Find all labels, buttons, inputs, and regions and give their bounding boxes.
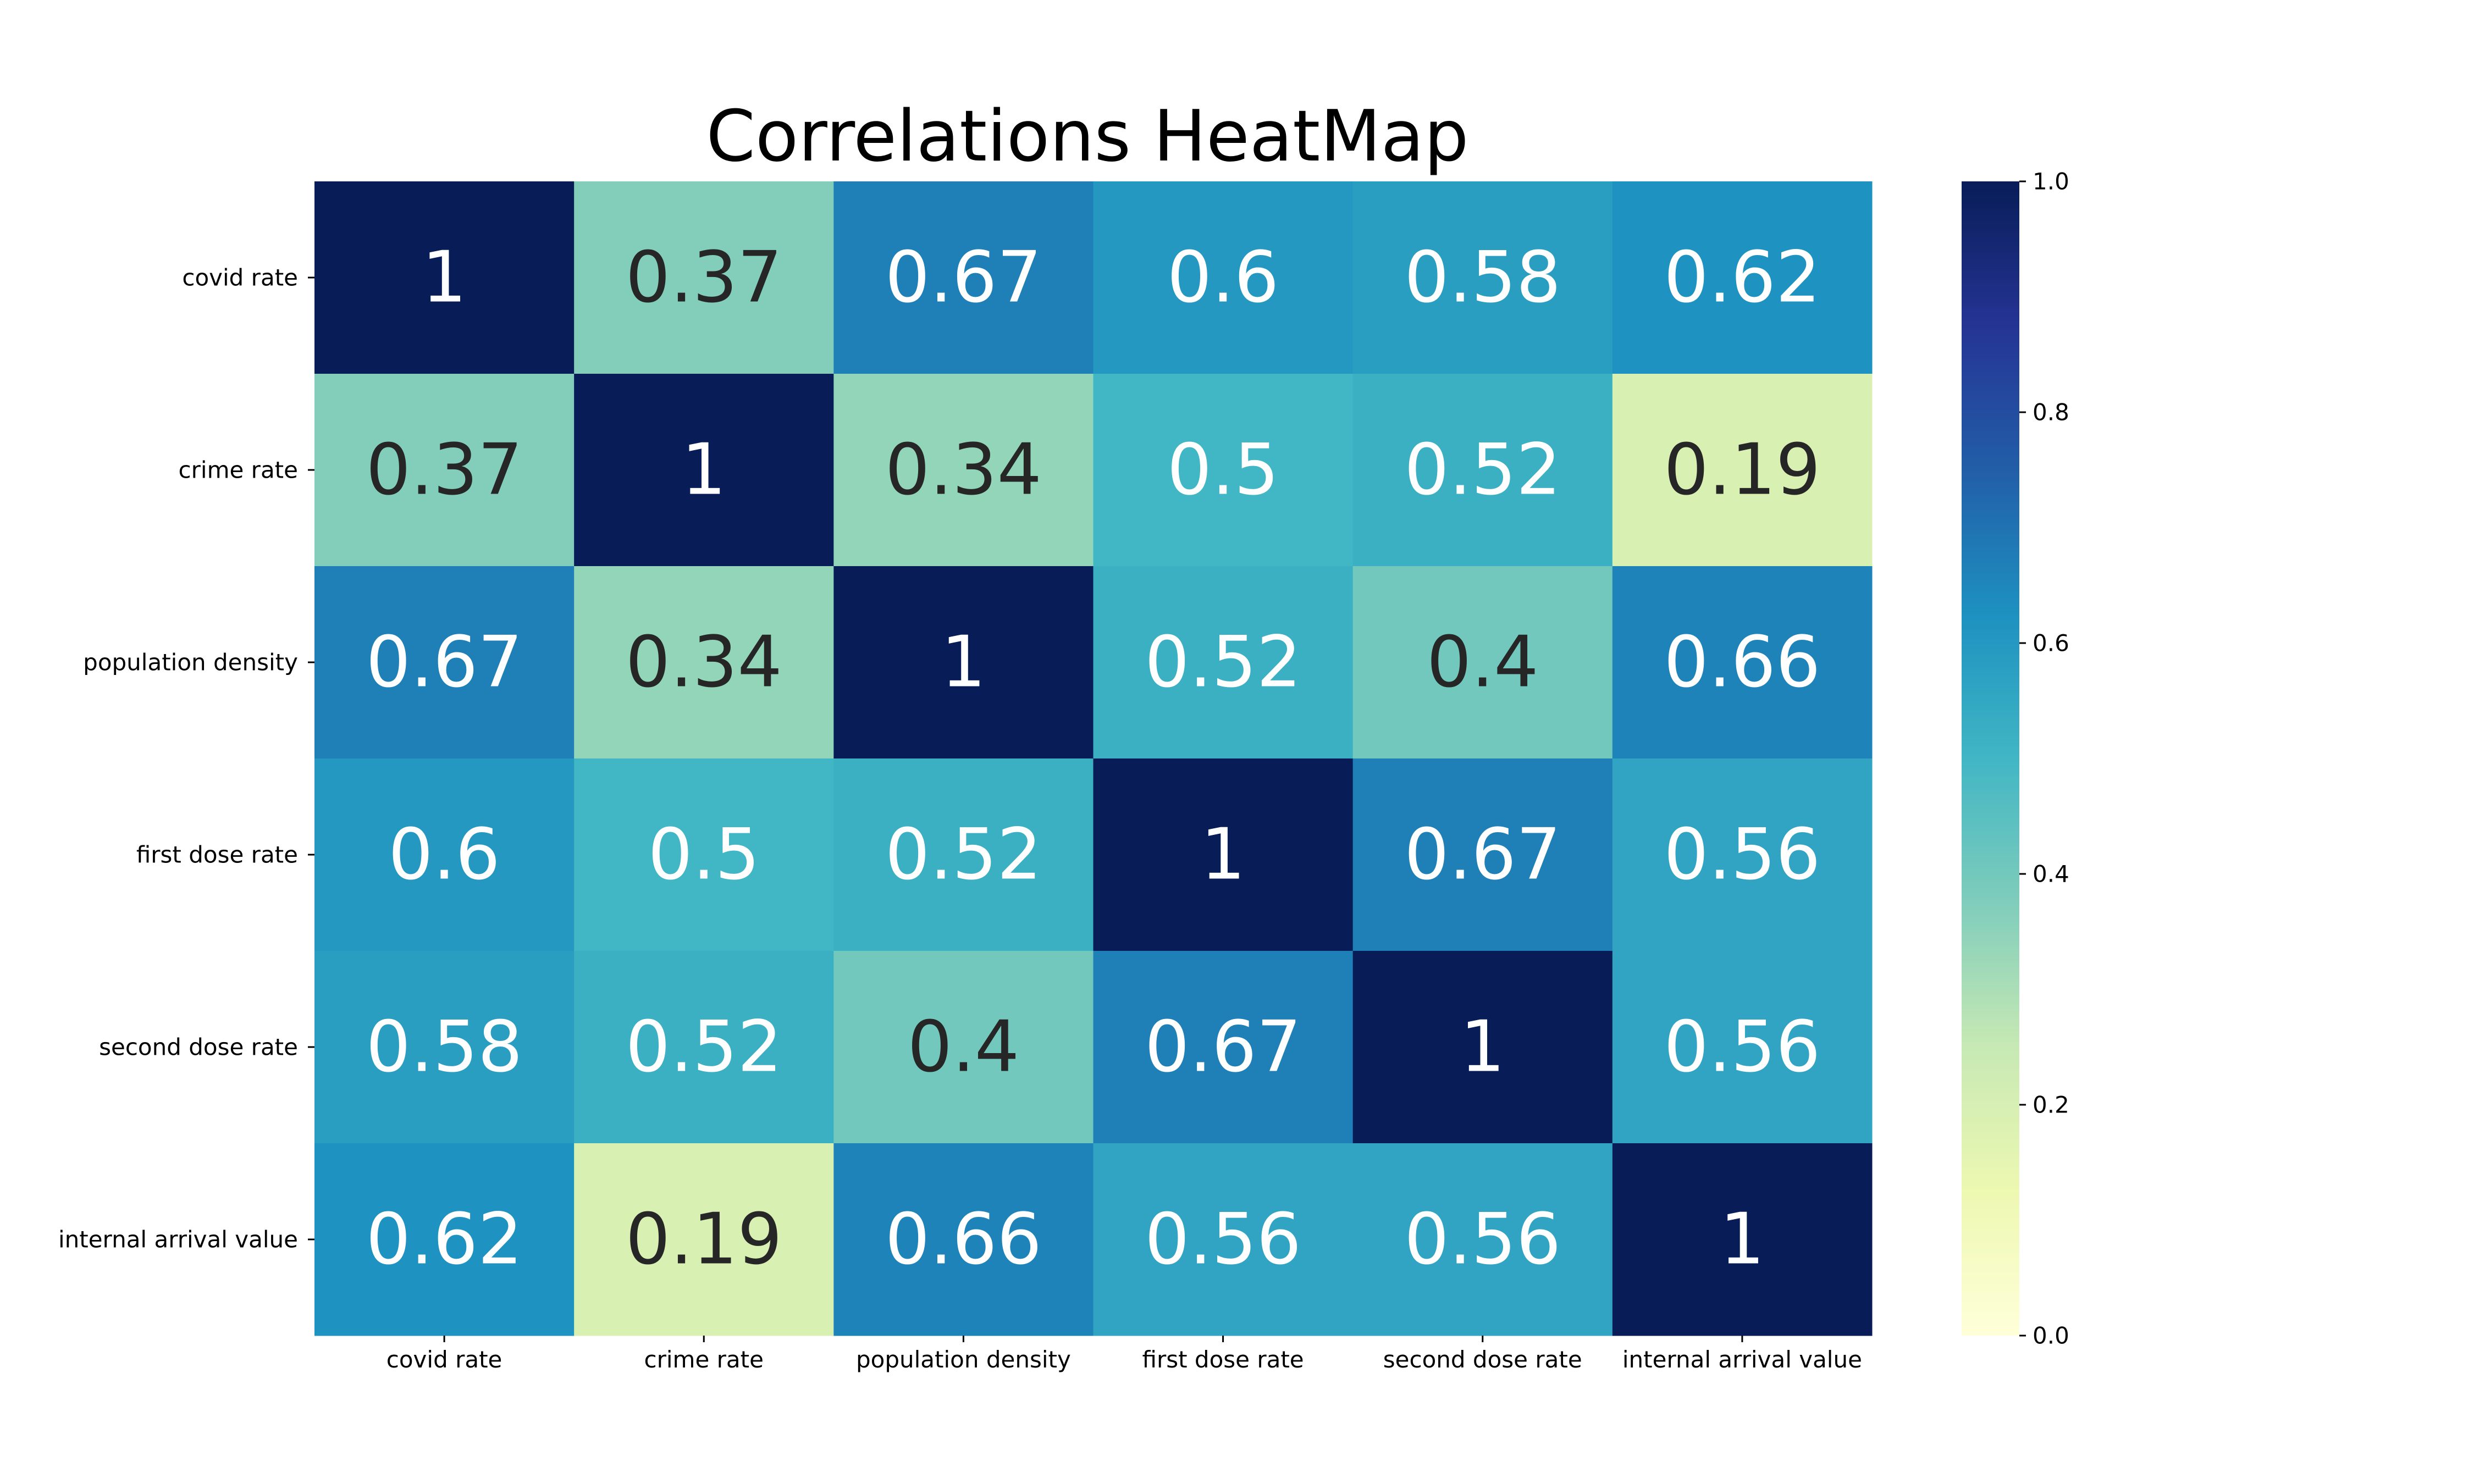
col-tick-label: second dose rate xyxy=(1383,1346,1582,1373)
heatmap-cell-internal-arrival-value-covid-rate xyxy=(314,1143,575,1336)
cell-value-label: 1 xyxy=(422,237,466,319)
cell-value-label: 1 xyxy=(1201,814,1245,896)
heatmap-cell-population-density-second-dose-rate xyxy=(1352,566,1613,759)
colorbar-tick-label: 0.6 xyxy=(2033,630,2069,657)
heatmap-cell-second-dose-rate-population-density xyxy=(833,951,1094,1144)
cell-value-label: 0.37 xyxy=(626,237,782,319)
cell-value-label: 1 xyxy=(1460,1006,1505,1088)
heatmap-cell-population-density-population-density xyxy=(833,566,1094,759)
cell-value-label: 0.62 xyxy=(1664,237,1820,319)
row-tick-label: internal arrival value xyxy=(58,1226,298,1253)
cell-value-label: 0.5 xyxy=(1167,429,1279,511)
heatmap-cell-covid-rate-second-dose-rate xyxy=(1352,181,1613,374)
heatmap-cell-first-dose-rate-first-dose-rate xyxy=(1093,758,1354,951)
cell-value-label: 1 xyxy=(941,622,986,704)
col-tick-label: covid rate xyxy=(386,1346,502,1373)
heatmap-cell-covid-rate-first-dose-rate xyxy=(1093,181,1354,374)
heatmap-cell-internal-arrival-value-internal-arrival-value xyxy=(1612,1143,1873,1336)
row-tick-label: second dose rate xyxy=(99,1034,298,1061)
heatmap-cell-covid-rate-population-density xyxy=(833,181,1094,374)
cell-value-label: 0.34 xyxy=(885,429,1042,511)
row-tick-label: first dose rate xyxy=(136,841,298,868)
cell-value-label: 0.6 xyxy=(1167,237,1279,319)
heatmap-cell-internal-arrival-value-second-dose-rate xyxy=(1352,1143,1613,1336)
row-tick-labels: covid rate crime rate population density fi… xyxy=(58,264,314,1253)
cell-value-label: 1 xyxy=(1720,1199,1764,1281)
heatmap-cell-second-dose-rate-covid-rate xyxy=(314,951,575,1144)
cell-value-label: 0.58 xyxy=(366,1006,523,1088)
heatmap-cell-crime-rate-second-dose-rate xyxy=(1352,374,1613,567)
col-tick-label: crime rate xyxy=(644,1346,764,1373)
heatmap-cell-first-dose-rate-population-density xyxy=(833,758,1094,951)
cell-value-label: 0.5 xyxy=(648,814,760,896)
colorbar-tick-label: 0.0 xyxy=(2033,1322,2069,1349)
cell-value-label: 0.52 xyxy=(885,814,1042,896)
cell-value-label: 0.67 xyxy=(885,237,1042,319)
colorbar: 0.0 0.2 0.4 0.6 0.8 1.0 xyxy=(1962,168,2069,1349)
cell-value-label: 0.62 xyxy=(366,1199,523,1281)
heatmap-cell-crime-rate-covid-rate xyxy=(314,374,575,567)
colorbar-ticks: 0.0 0.2 0.4 0.6 0.8 1.0 xyxy=(2019,168,2069,1349)
heatmap-cell-covid-rate-crime-rate xyxy=(574,181,834,374)
col-tick-label: first dose rate xyxy=(1142,1346,1304,1373)
heatmap-cell-crime-rate-internal-arrival-value xyxy=(1612,374,1873,567)
cell-value-label: 0.67 xyxy=(366,622,523,704)
colorbar-tick-label: 1.0 xyxy=(2033,168,2069,195)
heatmap-cell-population-density-first-dose-rate xyxy=(1093,566,1354,759)
heatmap-cell-crime-rate-population-density xyxy=(833,374,1094,567)
cell-value-label: 0.56 xyxy=(1404,1199,1561,1281)
cell-value-label: 0.56 xyxy=(1664,814,1820,896)
heatmap-cell-internal-arrival-value-population-density xyxy=(833,1143,1094,1336)
cell-value-label: 0.4 xyxy=(908,1006,1020,1088)
heatmap-cell-covid-rate-covid-rate xyxy=(314,181,575,374)
row-tick-label: crime rate xyxy=(179,457,298,484)
cell-value-label: 0.6 xyxy=(388,814,500,896)
heatmap-cells: 1 0.37 0.67 0.6 0.58 0.62 0.37 1 0.34 0.5 0.52 0.19… xyxy=(314,181,1873,1336)
heatmap-cell-first-dose-rate-internal-arrival-value xyxy=(1612,758,1873,951)
heatmap-cell-second-dose-rate-internal-arrival-value xyxy=(1612,951,1873,1144)
col-tick-label: internal arrival value xyxy=(1622,1346,1862,1373)
heatmap-cell-population-density-internal-arrival-value xyxy=(1612,566,1873,759)
cell-value-label: 0.56 xyxy=(1145,1199,1301,1281)
cell-value-label: 0.34 xyxy=(626,622,782,704)
cell-value-label: 0.52 xyxy=(1404,429,1561,511)
colorbar-tick-label: 0.2 xyxy=(2033,1092,2069,1118)
cell-value-label: 1 xyxy=(682,429,726,511)
chart-title: Correlations HeatMap xyxy=(706,96,1469,178)
cell-value-label: 0.58 xyxy=(1404,237,1561,319)
cell-value-label: 0.66 xyxy=(1664,622,1820,704)
heatmap-cell-first-dose-rate-second-dose-rate xyxy=(1352,758,1613,951)
heatmap-cell-internal-arrival-value-crime-rate xyxy=(574,1143,834,1336)
row-tick-label: covid rate xyxy=(182,264,298,291)
cell-value-label: 0.19 xyxy=(626,1199,782,1281)
heatmap-cell-crime-rate-crime-rate xyxy=(574,374,834,567)
row-tick-label: population density xyxy=(83,649,298,676)
heatmap-cell-crime-rate-first-dose-rate xyxy=(1093,374,1354,567)
cell-value-label: 0.19 xyxy=(1664,429,1820,511)
heatmap-cell-second-dose-rate-second-dose-rate xyxy=(1352,951,1613,1144)
cell-value-label: 0.37 xyxy=(366,429,523,511)
heatmap-cell-first-dose-rate-covid-rate xyxy=(314,758,575,951)
cell-value-label: 0.52 xyxy=(626,1006,782,1088)
heatmap-cell-internal-arrival-value-first-dose-rate xyxy=(1093,1143,1354,1336)
heatmap-cell-first-dose-rate-crime-rate xyxy=(574,758,834,951)
colorbar-gradient xyxy=(1962,181,2019,1336)
colorbar-tick-label: 0.4 xyxy=(2033,861,2069,888)
cell-value-label: 0.56 xyxy=(1664,1006,1820,1088)
cell-value-label: 0.4 xyxy=(1427,622,1539,704)
colorbar-tick-label: 0.8 xyxy=(2033,399,2069,426)
heatmap-cell-second-dose-rate-crime-rate xyxy=(574,951,834,1144)
col-tick-labels: covid rate crime rate population density fi… xyxy=(386,1336,1862,1373)
heatmap-cell-second-dose-rate-first-dose-rate xyxy=(1093,951,1354,1144)
cell-value-label: 0.66 xyxy=(885,1199,1042,1281)
cell-value-label: 0.67 xyxy=(1404,814,1561,896)
col-tick-label: population density xyxy=(856,1346,1071,1373)
cell-value-label: 0.67 xyxy=(1145,1006,1301,1088)
heatmap-cell-population-density-crime-rate xyxy=(574,566,834,759)
heatmap-cell-population-density-covid-rate xyxy=(314,566,575,759)
cell-value-label: 0.52 xyxy=(1145,622,1301,704)
heatmap-cell-covid-rate-internal-arrival-value xyxy=(1612,181,1873,374)
